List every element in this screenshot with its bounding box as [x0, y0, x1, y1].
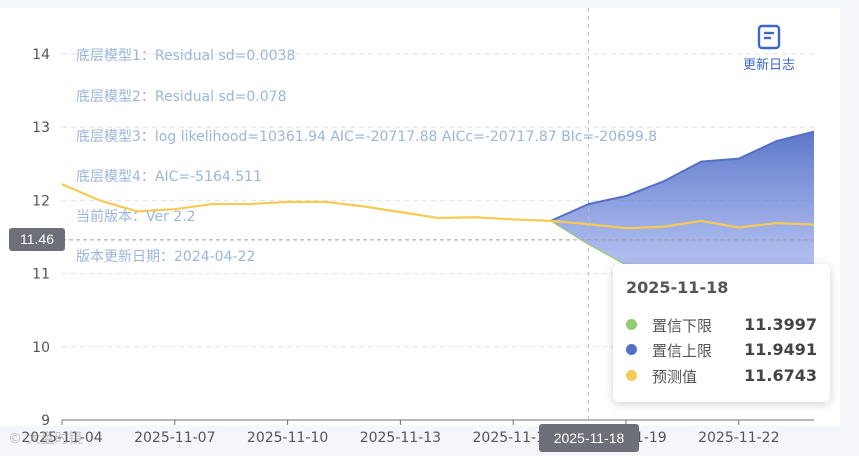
- x-tick-label: 2025-11-13: [360, 430, 441, 446]
- forecast-line: [61, 183, 815, 230]
- y-tick-label: 12: [32, 193, 50, 209]
- watermark: © 大盘时镜: [8, 431, 83, 447]
- tooltip-value: 11.6743: [744, 366, 817, 385]
- x-tick-label: 2025-11-16: [473, 430, 554, 446]
- tooltip-label: 置信上限: [652, 342, 713, 360]
- annotation-model-4: 底层模型4：AIC=-5164.511: [76, 169, 262, 185]
- y-tick-label: 14: [32, 47, 50, 63]
- y-tick-label: 11: [32, 267, 50, 283]
- changelog-button[interactable]: 更新日志: [734, 24, 804, 73]
- tooltip-value: 11.3997: [744, 315, 817, 334]
- y-tick-label: 9: [41, 413, 50, 429]
- changelog-label: 更新日志: [742, 58, 795, 73]
- annotation-model-1: 底层模型1：Residual sd=0.0038: [76, 48, 296, 64]
- tooltip-label: 预测值: [652, 368, 698, 386]
- forecast-dot: [626, 370, 637, 381]
- crosshair-y-label: 11.46: [9, 228, 65, 251]
- upper-bound-dot: [626, 344, 637, 355]
- tooltip-row-upper: 置信上限 11.9491: [626, 339, 817, 361]
- tooltip-row-lower: 置信下限 11.3997: [626, 314, 817, 336]
- document-icon: [757, 24, 781, 50]
- crosshair-x-label: 2025-11-18: [539, 424, 639, 452]
- y-tick-label: 13: [32, 120, 50, 136]
- annotation-model-3: 底层模型3：log likelihood=10361.94 AIC=-20717…: [76, 129, 658, 145]
- tooltip: 2025-11-18 置信下限 11.3997 置信上限 11.9491 预测值…: [613, 264, 830, 402]
- upper-bound-line: [550, 130, 815, 222]
- tooltip-title: 2025-11-18: [626, 278, 729, 297]
- annotation-model-2: 底层模型2：Residual sd=0.078: [76, 89, 287, 105]
- tooltip-label: 置信下限: [652, 317, 713, 335]
- tooltip-row-forecast: 预测值 11.6743: [626, 365, 817, 387]
- annotation-update-date: 版本更新日期：2024-04-22: [76, 249, 256, 265]
- lower-bound-dot: [626, 319, 637, 330]
- y-tick-label: 10: [32, 340, 50, 356]
- x-tick-label: 2025-11-10: [247, 430, 328, 446]
- x-tick-label: 2025-11-07: [134, 430, 215, 446]
- x-tick-label: 2025-11-22: [698, 430, 779, 446]
- x-tick-label: 2025-11-04: [21, 430, 102, 446]
- annotation-version: 当前版本：Ver 2.2: [76, 209, 196, 225]
- tooltip-value: 11.9491: [744, 340, 817, 359]
